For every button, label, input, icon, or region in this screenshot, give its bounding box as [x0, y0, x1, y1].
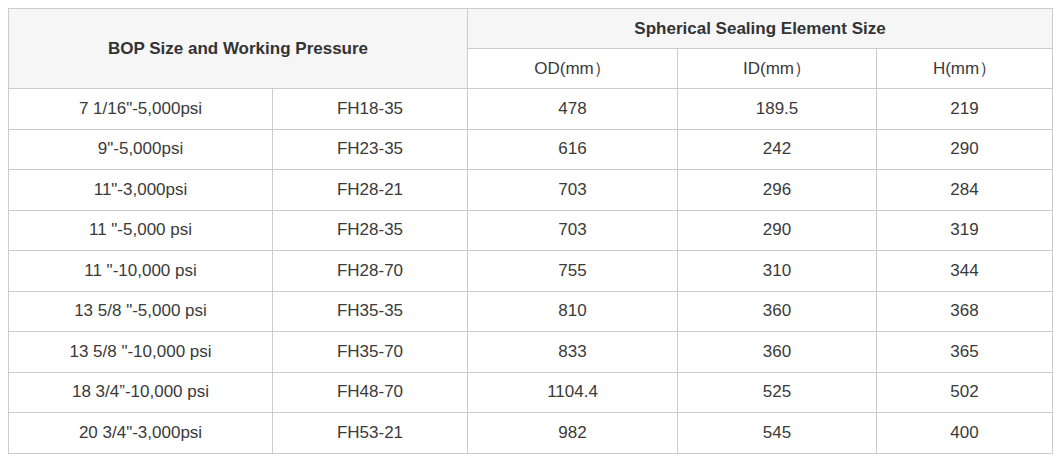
cell-h: 344 — [877, 251, 1053, 292]
cell-bop-size: 7 1/16"-5,000psi — [9, 89, 273, 130]
table-row: 18 3/4”-10,000 psiFH48-701104.4525502 — [9, 372, 1053, 413]
cell-h: 502 — [877, 372, 1053, 413]
cell-model: FH35-35 — [273, 291, 468, 332]
cell-od: 810 — [468, 291, 678, 332]
cell-od: 703 — [468, 170, 678, 211]
cell-model: FH53-21 — [273, 413, 468, 454]
cell-od: 703 — [468, 210, 678, 251]
table-row: 9"-5,000psiFH23-35616242290 — [9, 129, 1053, 170]
cell-od: 982 — [468, 413, 678, 454]
cell-h: 284 — [877, 170, 1053, 211]
cell-id: 310 — [678, 251, 877, 292]
cell-od: 478 — [468, 89, 678, 130]
cell-bop-size: 11 "-5,000 psi — [9, 210, 273, 251]
table-body: 7 1/16"-5,000psiFH18-35478189.52199"-5,0… — [9, 89, 1053, 454]
cell-model: FH35-70 — [273, 332, 468, 373]
cell-bop-size: 18 3/4”-10,000 psi — [9, 372, 273, 413]
cell-od: 833 — [468, 332, 678, 373]
table-wrapper: BOP Size and Working Pressure Spherical … — [0, 0, 1060, 462]
cell-h: 219 — [877, 89, 1053, 130]
cell-id: 545 — [678, 413, 877, 454]
cell-od: 1104.4 — [468, 372, 678, 413]
cell-bop-size: 11 "-10,000 psi — [9, 251, 273, 292]
cell-bop-size: 20 3/4"-3,000psi — [9, 413, 273, 454]
cell-bop-size: 13 5/8 "-5,000 psi — [9, 291, 273, 332]
header-od-mm: OD(mm） — [468, 49, 678, 89]
cell-id: 360 — [678, 291, 877, 332]
cell-od: 616 — [468, 129, 678, 170]
cell-h: 368 — [877, 291, 1053, 332]
cell-model: FH28-70 — [273, 251, 468, 292]
table-row: 20 3/4"-3,000psiFH53-21982545400 — [9, 413, 1053, 454]
table-row: 13 5/8 "-5,000 psiFH35-35810360368 — [9, 291, 1053, 332]
cell-model: FH28-35 — [273, 210, 468, 251]
header-bop-size-and-working-pressure: BOP Size and Working Pressure — [9, 9, 468, 89]
header-spherical-sealing-element-size: Spherical Sealing Element Size — [468, 9, 1053, 49]
cell-id: 296 — [678, 170, 877, 211]
cell-h: 400 — [877, 413, 1053, 454]
cell-bop-size: 9"-5,000psi — [9, 129, 273, 170]
bop-spec-table: BOP Size and Working Pressure Spherical … — [8, 8, 1053, 454]
cell-bop-size: 11"-3,000psi — [9, 170, 273, 211]
header-group-row: BOP Size and Working Pressure Spherical … — [9, 9, 1053, 49]
table-row: 11"-3,000psiFH28-21703296284 — [9, 170, 1053, 211]
header-id-mm: ID(mm） — [678, 49, 877, 89]
header-h-mm: H(mm） — [877, 49, 1053, 89]
cell-h: 365 — [877, 332, 1053, 373]
cell-model: FH48-70 — [273, 372, 468, 413]
table-row: 7 1/16"-5,000psiFH18-35478189.5219 — [9, 89, 1053, 130]
cell-id: 189.5 — [678, 89, 877, 130]
cell-id: 290 — [678, 210, 877, 251]
cell-od: 755 — [468, 251, 678, 292]
cell-h: 319 — [877, 210, 1053, 251]
cell-bop-size: 13 5/8 "-10,000 psi — [9, 332, 273, 373]
cell-model: FH23-35 — [273, 129, 468, 170]
table-header: BOP Size and Working Pressure Spherical … — [9, 9, 1053, 89]
table-row: 11 "-10,000 psiFH28-70755310344 — [9, 251, 1053, 292]
table-row: 11 "-5,000 psiFH28-35703290319 — [9, 210, 1053, 251]
cell-id: 525 — [678, 372, 877, 413]
cell-id: 360 — [678, 332, 877, 373]
cell-h: 290 — [877, 129, 1053, 170]
table-row: 13 5/8 "-10,000 psiFH35-70833360365 — [9, 332, 1053, 373]
cell-model: FH28-21 — [273, 170, 468, 211]
cell-model: FH18-35 — [273, 89, 468, 130]
cell-id: 242 — [678, 129, 877, 170]
